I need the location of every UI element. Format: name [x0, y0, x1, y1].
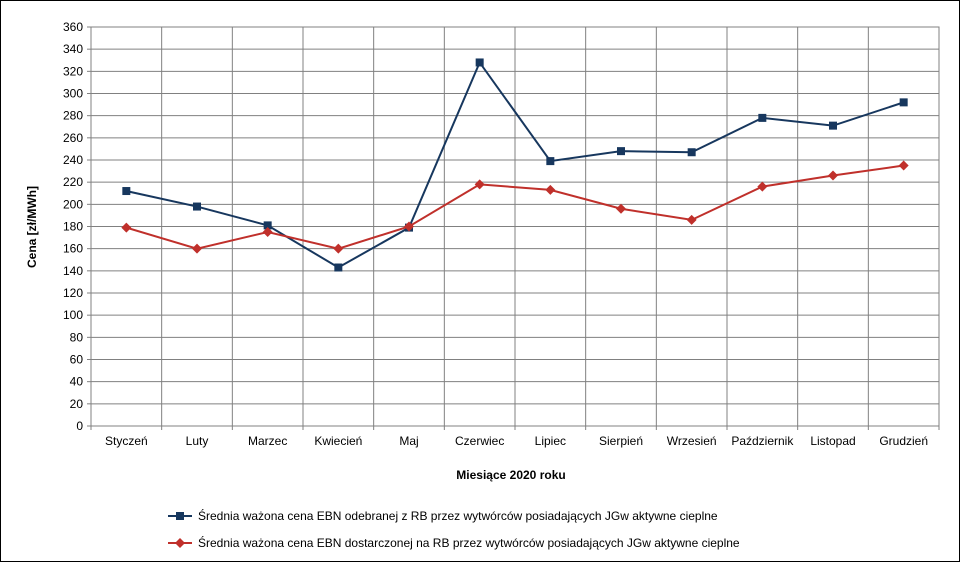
series-2-point [898, 160, 909, 171]
y-tick-label: 80 [70, 330, 84, 344]
y-tick-label: 200 [63, 197, 83, 211]
x-tick-label: Wrzesień [667, 434, 717, 448]
y-tick-label: 260 [63, 131, 83, 145]
legend-entry-2: Średnia ważona cena EBN dostarczonej na … [168, 535, 740, 550]
series-2-point [757, 181, 768, 192]
series-1-point [193, 202, 201, 211]
x-tick-label: Maj [399, 434, 418, 448]
y-tick-label: 0 [76, 419, 83, 433]
series-1-point [617, 147, 625, 156]
series-1-point [263, 221, 272, 230]
y-tick-label: 360 [63, 20, 83, 34]
x-tick-label: Sierpień [599, 434, 643, 448]
series-2-point [828, 170, 838, 181]
plot-border [90, 26, 940, 427]
series-1 [122, 58, 908, 272]
series-2-point [333, 243, 344, 254]
series-2-point [616, 203, 626, 214]
series-1-line [126, 60, 904, 269]
legend-marker [175, 538, 185, 548]
legend: Średnia ważona cena EBN odebranej z RB p… [168, 508, 740, 550]
series-1-point [758, 113, 767, 122]
x-tick-label: Październik [731, 434, 794, 448]
series-2-point [545, 184, 556, 195]
y-tick-label: 300 [63, 87, 83, 101]
y-axis-title: Cena [zł/MWh] [25, 186, 39, 268]
series-1-point [122, 187, 131, 196]
series-2-point [192, 243, 202, 254]
y-tick-label: 40 [70, 375, 84, 389]
y-tick-label: 280 [63, 109, 83, 123]
y-tick-label: 60 [70, 353, 84, 367]
y-tick-label: 140 [63, 264, 83, 278]
legend-label: Średnia ważona cena EBN odebranej z RB p… [198, 508, 718, 523]
y-tick-label: 20 [70, 397, 84, 411]
y-tick-label: 120 [63, 286, 83, 300]
x-tick-label: Grudzień [879, 434, 928, 448]
series-layer [121, 58, 909, 272]
x-axis-title: Miesiące 2020 roku [456, 468, 565, 482]
series-2-point [262, 227, 273, 238]
series-1-point [334, 263, 343, 272]
y-tick-label: 180 [63, 220, 83, 234]
series-2-point [404, 221, 414, 232]
x-tick-label: Luty [186, 434, 209, 448]
y-tick-label: 340 [63, 42, 83, 56]
y-tick-label: 220 [63, 175, 83, 189]
x-tick-label: Lipiec [535, 434, 566, 448]
series-1-point [899, 98, 908, 107]
y-tick-label: 100 [63, 308, 83, 322]
series-2-line [126, 164, 904, 250]
series-1-point [687, 148, 696, 157]
series-2-point [121, 222, 132, 233]
legend-label: Średnia ważona cena EBN dostarczonej na … [198, 535, 740, 550]
series-1-point [829, 121, 837, 130]
series-1-point [546, 157, 555, 166]
y-tick-label: 320 [63, 64, 83, 78]
y-tick-label: 240 [63, 153, 83, 167]
x-tick-label: Czerwiec [455, 434, 504, 448]
series-2-point [686, 214, 697, 225]
x-tick-label: Marzec [248, 434, 287, 448]
legend-marker [176, 512, 184, 520]
series-1-point [475, 58, 484, 67]
x-axis-ticks: Styczeń Luty Marzec Kwiecień Maj Czerwiec Lipi… [90, 426, 940, 448]
series-2-point [474, 179, 485, 190]
legend-entry-1: Średnia ważona cena EBN odebranej z RB p… [168, 508, 718, 523]
x-tick-label: Styczeń [105, 434, 148, 448]
x-tick-label: Kwiecień [314, 434, 362, 448]
y-tick-label: 160 [63, 242, 83, 256]
x-tick-label: Listopad [810, 434, 855, 448]
series-2 [121, 160, 909, 254]
y-axis-ticks: 0 20 40 60 80 100 120 140 160 180 200 220 240 260 280 3… [63, 20, 91, 433]
